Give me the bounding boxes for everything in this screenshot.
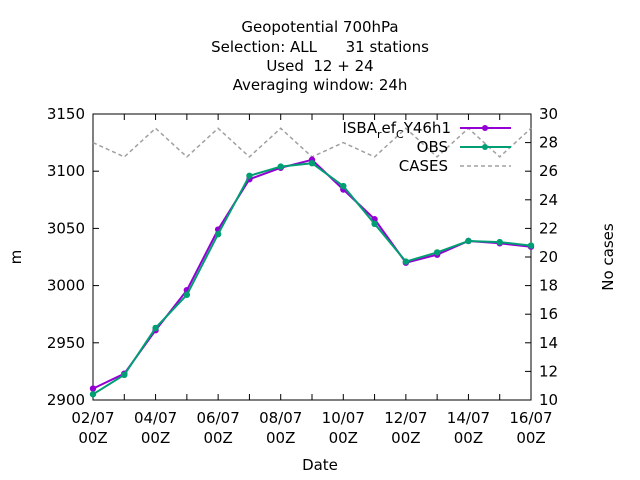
data-point (246, 172, 253, 179)
data-point (183, 291, 191, 298)
y2-tick-label: 30 (539, 105, 558, 123)
x-tick-label: 06/07 (197, 409, 240, 427)
data-point (89, 391, 97, 398)
data-point (121, 371, 128, 379)
y-tick-label: 3100 (47, 162, 85, 180)
x-tick-label: 12/07 (384, 409, 427, 427)
x-tick-label-hour: 00Z (78, 429, 107, 447)
x-tick-label-hour: 00Z (454, 429, 483, 447)
title-line-4: Averaging window: 24h (233, 76, 408, 94)
y-tick-label: 2900 (47, 391, 85, 409)
data-point (89, 385, 97, 392)
title-line-3: Used 12 + 24 (266, 57, 373, 75)
y-tick-label: 3150 (47, 105, 85, 123)
data-point (402, 258, 410, 265)
y2-tick-label: 14 (539, 334, 558, 352)
y-axis-left: 2900 2950 3000 3050 3100 3150 (47, 105, 99, 409)
data-point (527, 242, 535, 249)
y2-tick-label: 22 (539, 219, 558, 237)
y-axis-label: m (7, 250, 25, 265)
x-tick-label: 10/07 (322, 409, 365, 427)
data-point (465, 237, 472, 245)
y2-tick-label: 20 (539, 248, 558, 266)
series-line-cases (92, 127, 532, 158)
y-axis-right: 10 12 14 16 18 20 22 24 26 28 30 (525, 105, 558, 409)
legend-label-isba: ISBArefCY46h1 (342, 119, 451, 141)
data-point (371, 220, 378, 228)
x-tick-label: 04/07 (134, 409, 177, 427)
y2-tick-label: 24 (539, 191, 558, 209)
title-line-1: Geopotential 700hPa (241, 18, 398, 36)
y2-tick-label: 10 (539, 391, 558, 409)
data-point (308, 159, 316, 167)
x-tick-label: 02/07 (71, 409, 114, 427)
data-point (152, 324, 159, 332)
y2-tick-label: 12 (539, 362, 558, 380)
x-tick-label-hour: 00Z (141, 429, 170, 447)
chart-title: Geopotential 700hPa Selection: ALL 31 st… (211, 18, 429, 94)
y-tick-label: 2950 (47, 334, 85, 352)
legend: ISBArefCY46h1 OBS CASES (342, 119, 511, 175)
legend-entry-cases: CASES (399, 157, 511, 175)
data-point (277, 163, 284, 170)
x-tick-label: 08/07 (259, 409, 302, 427)
data-point (214, 230, 222, 238)
legend-entry-obs: OBS (417, 138, 511, 156)
x-tick-label-hour: 00Z (266, 429, 295, 447)
series-line-obs (92, 162, 532, 396)
legend-label-cases: CASES (399, 157, 448, 175)
x-tick-label: 14/07 (447, 409, 490, 427)
legend-label-obs: OBS (417, 138, 448, 156)
y-tick-label: 3000 (47, 277, 85, 295)
x-tick-label-hour: 00Z (516, 429, 545, 447)
data-point (433, 249, 441, 256)
y2-axis-label: No cases (599, 223, 617, 291)
legend-entry-isba: ISBArefCY46h1 (342, 119, 511, 141)
x-tick-label-hour: 00Z (203, 429, 232, 447)
data-point (340, 182, 347, 190)
series-layer (89, 127, 535, 398)
y-tick-label: 3050 (47, 219, 85, 237)
x-tick-label-hour: 00Z (329, 429, 358, 447)
data-point (496, 238, 503, 246)
title-line-2: Selection: ALL 31 stations (211, 38, 429, 56)
x-tick-label: 16/07 (509, 409, 552, 427)
y2-tick-label: 26 (539, 162, 558, 180)
legend-marker-isba (482, 125, 488, 131)
x-axis-label: Date (302, 456, 338, 474)
x-tick-label-hour: 00Z (391, 429, 420, 447)
y2-tick-label: 16 (539, 305, 558, 323)
x-axis: 02/07 00Z 04/07 00Z 06/07 00Z 08/07 00Z 10/07 00Z… (71, 114, 553, 447)
legend-marker-obs (482, 144, 488, 150)
y2-tick-label: 18 (539, 277, 558, 295)
series-line-isba-ref-cy46h1 (92, 158, 532, 390)
y2-tick-label: 28 (539, 134, 558, 152)
